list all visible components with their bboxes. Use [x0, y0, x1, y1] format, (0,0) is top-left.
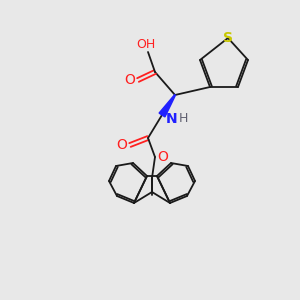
Text: S: S — [223, 31, 233, 45]
Text: O: O — [117, 138, 128, 152]
Polygon shape — [159, 95, 175, 117]
Text: O: O — [158, 150, 168, 164]
Text: O: O — [124, 73, 135, 87]
Text: N: N — [166, 112, 178, 126]
Text: OH: OH — [136, 38, 156, 50]
Text: H: H — [178, 112, 188, 125]
